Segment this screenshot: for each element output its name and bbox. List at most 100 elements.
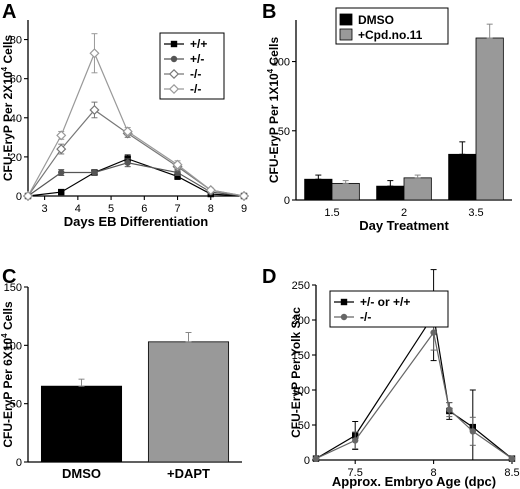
legend-box <box>329 290 449 328</box>
data-point <box>174 173 181 180</box>
legend-label: +/- or +/+ <box>360 295 410 309</box>
y-tick-label: 0 <box>16 457 22 469</box>
data-point <box>352 437 359 444</box>
data-point <box>91 169 98 176</box>
legend-marker <box>168 83 180 95</box>
panel-b: B 0 50 100 1.5 2 3.5 Day Treatment DMSO+Cpd.no.1… <box>262 1 512 233</box>
y-tick-label: 250 <box>292 280 310 292</box>
y-tick-label: 80 <box>10 35 22 47</box>
x-category-label: 2 <box>401 207 407 219</box>
legend-box <box>335 7 449 45</box>
panel-letter-c: C <box>2 266 16 288</box>
panel-a: A 0 20 40 60 80 3 4 5 6 7 8 9 Days EB Differentiation… <box>2 1 250 229</box>
y-tick-label: 100 <box>292 385 310 397</box>
x-tick-label: 3 <box>42 203 48 215</box>
bar-1 <box>403 177 432 201</box>
legend-label: DMSO <box>358 13 394 27</box>
series-line <box>315 313 513 460</box>
x-tick-label: 8 <box>431 467 437 479</box>
data-point <box>508 455 516 462</box>
data-point <box>89 48 100 59</box>
series-3 <box>22 33 250 202</box>
bar-1 <box>331 182 360 201</box>
legend: +/++/--/--/- <box>159 32 225 100</box>
data-point <box>122 126 133 137</box>
data-point <box>205 185 216 196</box>
x-tick-label: 7.5 <box>348 467 363 479</box>
y-tick-label: 100 <box>272 57 290 69</box>
series-1 <box>312 314 516 462</box>
bar-0 <box>448 153 477 201</box>
data-point <box>89 104 100 116</box>
y-axis-title-a: CFU-EryP Per 2X104 Cells <box>0 35 15 182</box>
bar-0 <box>376 185 405 201</box>
panel-letter-a: A <box>2 1 16 23</box>
panel-d: D 0 50 100 150 200 250 7.5 8 8.5 Approx. Embryo Ag… <box>262 266 520 489</box>
data-point <box>124 159 131 166</box>
series-line <box>315 331 513 460</box>
panel-letter-d: D <box>262 266 276 288</box>
y-tick-label: 150 <box>292 350 310 362</box>
y-axis-title-b-text: CFU-EryP Per 1X104 Cells <box>266 37 281 184</box>
bar-0 <box>304 178 333 201</box>
legend-marker <box>340 298 348 306</box>
y-tick-label: 0 <box>304 455 310 467</box>
bar <box>147 341 230 463</box>
legend-marker <box>168 68 180 80</box>
legend: +/- or +/+-/- <box>329 290 449 328</box>
data-point <box>56 144 67 155</box>
x-tick-label: 8.5 <box>504 467 519 479</box>
legend-marker <box>340 313 348 321</box>
legend-label: -/- <box>190 67 201 81</box>
y-tick-label: 150 <box>4 282 22 294</box>
x-axis-title: Day Treatment <box>359 218 449 233</box>
legend-marker <box>170 40 178 48</box>
bar <box>40 385 123 463</box>
x-tick-label: 8 <box>208 203 214 215</box>
x-category-label: DMSO <box>62 466 101 481</box>
bar-1 <box>475 37 504 201</box>
data-point <box>58 188 65 196</box>
legend: DMSO+Cpd.no.11 <box>335 7 449 45</box>
data-point <box>22 190 34 202</box>
x-category-label: 3.5 <box>468 207 483 219</box>
legend-label: +/+ <box>190 37 207 51</box>
y-axis-title-c: CFU-EryP Per 6X104 Cells <box>0 301 15 448</box>
panel-c: C 0 50 100 150 DMSO +DAPT <box>2 266 242 481</box>
legend-marker <box>170 55 178 63</box>
data-point <box>238 190 250 202</box>
data-point <box>446 406 453 413</box>
data-point <box>172 159 183 170</box>
x-tick-label: 7 <box>174 203 180 215</box>
data-point <box>312 455 320 462</box>
data-point <box>430 329 437 336</box>
x-axis-title: Approx. Embryo Age (dpc) <box>332 474 496 489</box>
x-tick-label: 5 <box>108 203 114 215</box>
y-axis-title-d: CFU-EryP Per Yolk Sac <box>289 307 303 438</box>
legend-label: +/- <box>190 52 204 66</box>
data-point <box>58 169 65 176</box>
legend-label: -/- <box>360 310 371 324</box>
y-axis-title-b: CFU-EryP Per 1X104 Cells <box>266 37 281 184</box>
y-axis-title-d-text: CFU-EryP Per Yolk Sac <box>289 307 303 438</box>
legend-label: +Cpd.no.11 <box>358 28 423 42</box>
y-tick-label: 20 <box>10 152 22 164</box>
y-tick-label: 50 <box>10 399 22 411</box>
y-tick-label: 200 <box>292 315 310 327</box>
y-tick-label: 0 <box>16 191 22 203</box>
x-category-label: 1.5 <box>324 207 339 219</box>
x-category-label: +DAPT <box>167 466 210 481</box>
y-tick-label: 40 <box>10 113 22 125</box>
y-tick-label: 100 <box>4 340 22 352</box>
y-axis-title-a-text: CFU-EryP Per 2X104 Cells <box>0 35 15 182</box>
y-tick-label: 50 <box>278 126 290 138</box>
legend-swatch <box>339 28 353 41</box>
legend-swatch <box>339 13 353 26</box>
y-tick-label: 0 <box>284 195 290 207</box>
x-tick-label: 9 <box>241 203 247 215</box>
x-tick-label: 4 <box>75 203 81 215</box>
y-tick-label: 60 <box>10 74 22 86</box>
series-2 <box>22 101 250 202</box>
y-axis-title-c-text: CFU-EryP Per 6X104 Cells <box>0 301 15 448</box>
